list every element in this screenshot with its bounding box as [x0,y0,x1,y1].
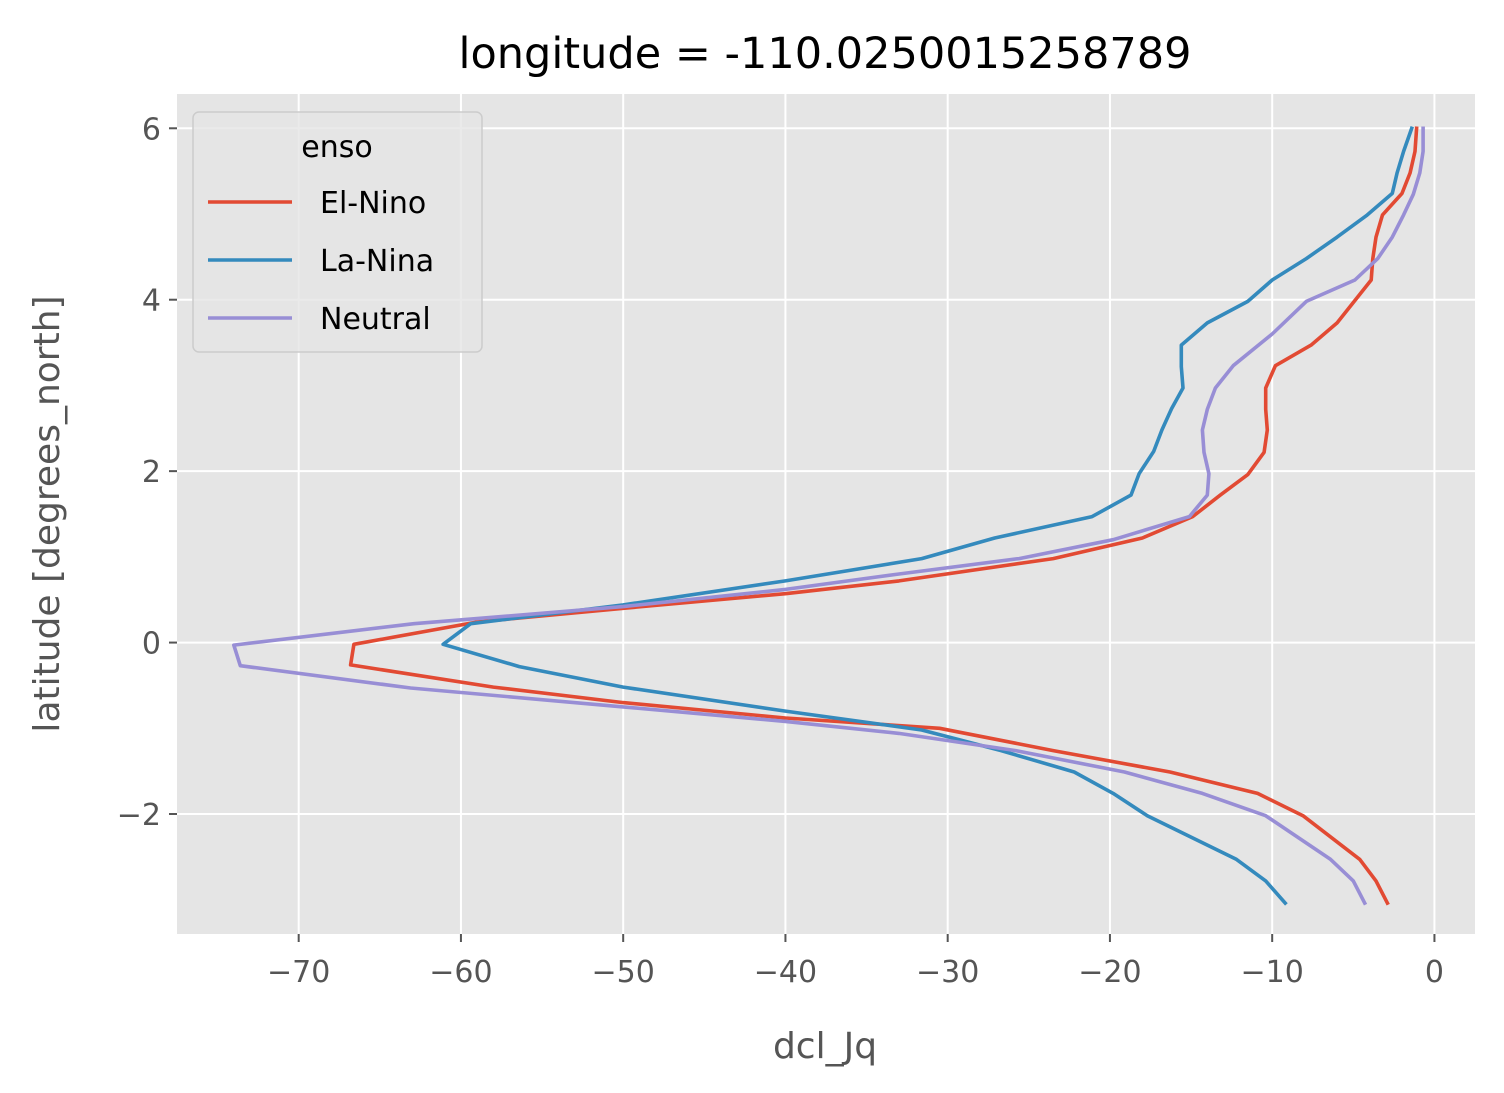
chart-title: longitude = -110.0250015258789 [459,29,1192,79]
legend-entry-neutral: Neutral [208,302,431,337]
legend-label: El-Nino [320,186,426,221]
x-tick-label: −30 [916,955,979,990]
legend-entry-la-nina: La-Nina [208,244,434,279]
series-layer [232,126,1425,906]
y-tick-label: 6 [142,112,161,147]
x-tick-label: 0 [1425,955,1444,990]
legend-label: Neutral [320,302,431,337]
legend-title: enso [301,130,372,165]
x-axis-ticks: −70 −60 −50 −40 −30 −20 −10 0 [267,934,1444,990]
series-line-la-nina [441,126,1414,906]
legend-label: La-Nina [320,244,434,279]
x-tick-label: −70 [267,955,330,990]
x-gridlines [297,94,1436,934]
x-axis-label: dcl_Jq [773,1026,877,1067]
legend-entries: El-Nino La-Nina Neutral [208,186,434,337]
x-tick-label: −40 [754,955,817,990]
legend-box [192,111,483,353]
x-tick-label: −60 [429,955,492,990]
y-axis-ticks: −2 0 2 4 6 [117,112,177,833]
y-tick-label: 0 [142,627,161,662]
y-tick-label: 2 [142,455,161,490]
y-tick-label: 4 [142,284,161,319]
x-tick-label: −50 [592,955,655,990]
x-tick-label: −20 [1078,955,1141,990]
y-tick-label: −2 [117,798,161,833]
y-axis-label: latitude [degrees_north] [27,295,68,732]
x-tick-label: −10 [1241,955,1304,990]
series-line-el-nino [348,126,1419,906]
series-line-neutral [232,126,1425,906]
legend: enso El-Nino La-Nina Neutral [192,111,483,353]
legend-entry-el-nino: El-Nino [208,186,426,221]
